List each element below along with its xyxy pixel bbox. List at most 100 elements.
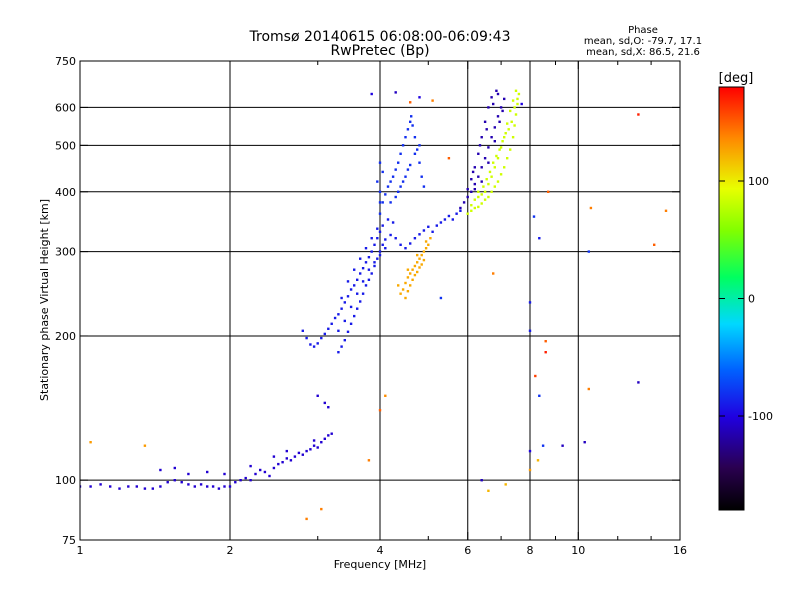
data-point (473, 188, 476, 191)
data-point (541, 444, 545, 447)
data-point (386, 185, 390, 188)
data-point (413, 273, 417, 277)
data-point (653, 243, 656, 246)
data-point (516, 102, 519, 106)
x-tick-label: 6 (464, 544, 471, 557)
data-point (378, 190, 382, 193)
data-point (493, 126, 496, 129)
data-point (424, 247, 428, 250)
data-point (143, 487, 147, 490)
data-point (544, 340, 547, 343)
data-point (447, 214, 451, 218)
data-point (367, 268, 371, 271)
data-point (401, 288, 405, 291)
data-point (416, 270, 419, 274)
data-point (411, 278, 414, 281)
data-point (506, 122, 509, 125)
data-point (401, 144, 405, 147)
data-point (416, 253, 419, 257)
data-point (492, 102, 495, 106)
data-point (340, 296, 343, 300)
data-point (323, 401, 326, 405)
data-point (487, 106, 490, 109)
data-point (359, 300, 362, 303)
colorbar-ticks: 100 0 -100 (719, 175, 773, 423)
data-point (320, 336, 323, 340)
data-point (488, 170, 492, 174)
data-point (376, 180, 379, 183)
data-point (538, 394, 541, 397)
colorbar-label: [deg] (719, 71, 754, 86)
data-point (528, 329, 532, 332)
data-point (487, 182, 490, 186)
data-point (361, 267, 365, 270)
y-tick-label: 75 (62, 534, 76, 547)
data-point (211, 485, 215, 488)
data-point (477, 152, 480, 155)
data-point (509, 109, 512, 113)
data-point (370, 237, 373, 240)
data-point (495, 154, 498, 158)
data-point (499, 173, 503, 176)
data-point (367, 256, 371, 259)
data-point (480, 479, 483, 482)
data-point (517, 92, 521, 96)
data-point (418, 266, 421, 269)
colorbar-tick-label: 0 (748, 293, 755, 306)
data-point (420, 175, 423, 178)
data-point (297, 451, 301, 455)
data-point (406, 268, 410, 271)
data-point (404, 296, 407, 300)
data-point (499, 106, 503, 109)
data-point (487, 489, 490, 492)
data-point (173, 479, 176, 482)
data-point (466, 195, 469, 199)
data-point (409, 101, 412, 104)
data-point (340, 345, 343, 348)
data-point (249, 464, 252, 468)
y-tick-label: 750 (55, 55, 76, 68)
data-point (353, 268, 356, 271)
data-point (422, 250, 426, 253)
stats-o-line: mean, sd,O: -79.7, 17.1 (584, 36, 702, 47)
data-point (422, 185, 426, 188)
data-point (409, 242, 412, 245)
y-tick-label: 400 (55, 186, 76, 199)
data-point (503, 97, 506, 101)
data-point (483, 190, 487, 193)
data-point (370, 92, 373, 96)
data-point (528, 449, 532, 453)
data-point (223, 485, 226, 488)
data-point (367, 278, 371, 281)
data-point (373, 261, 376, 264)
data-point (259, 468, 262, 472)
data-point (503, 166, 506, 169)
data-point (439, 296, 443, 300)
data-point (343, 301, 346, 304)
data-point (410, 115, 413, 118)
x-tick-label: 4 (377, 544, 384, 557)
y-tick-label: 200 (55, 330, 76, 343)
data-point (193, 485, 196, 488)
data-point (511, 99, 515, 102)
data-point (493, 140, 496, 143)
data-point (422, 258, 426, 262)
data-point (506, 157, 509, 160)
data-point (637, 113, 640, 116)
data-point (309, 448, 312, 451)
data-point (473, 166, 476, 169)
data-point (323, 437, 326, 440)
data-point (466, 212, 469, 215)
data-point (397, 190, 400, 193)
data-point (503, 136, 506, 139)
data-point (490, 96, 493, 99)
data-point (349, 288, 353, 291)
data-point (418, 161, 421, 164)
data-point (361, 292, 365, 295)
data-point (409, 272, 412, 275)
data-point (340, 307, 343, 310)
grid (80, 61, 680, 540)
data-point (337, 351, 340, 354)
data-point (289, 459, 293, 462)
colorbar-tick-label: 100 (748, 175, 769, 188)
